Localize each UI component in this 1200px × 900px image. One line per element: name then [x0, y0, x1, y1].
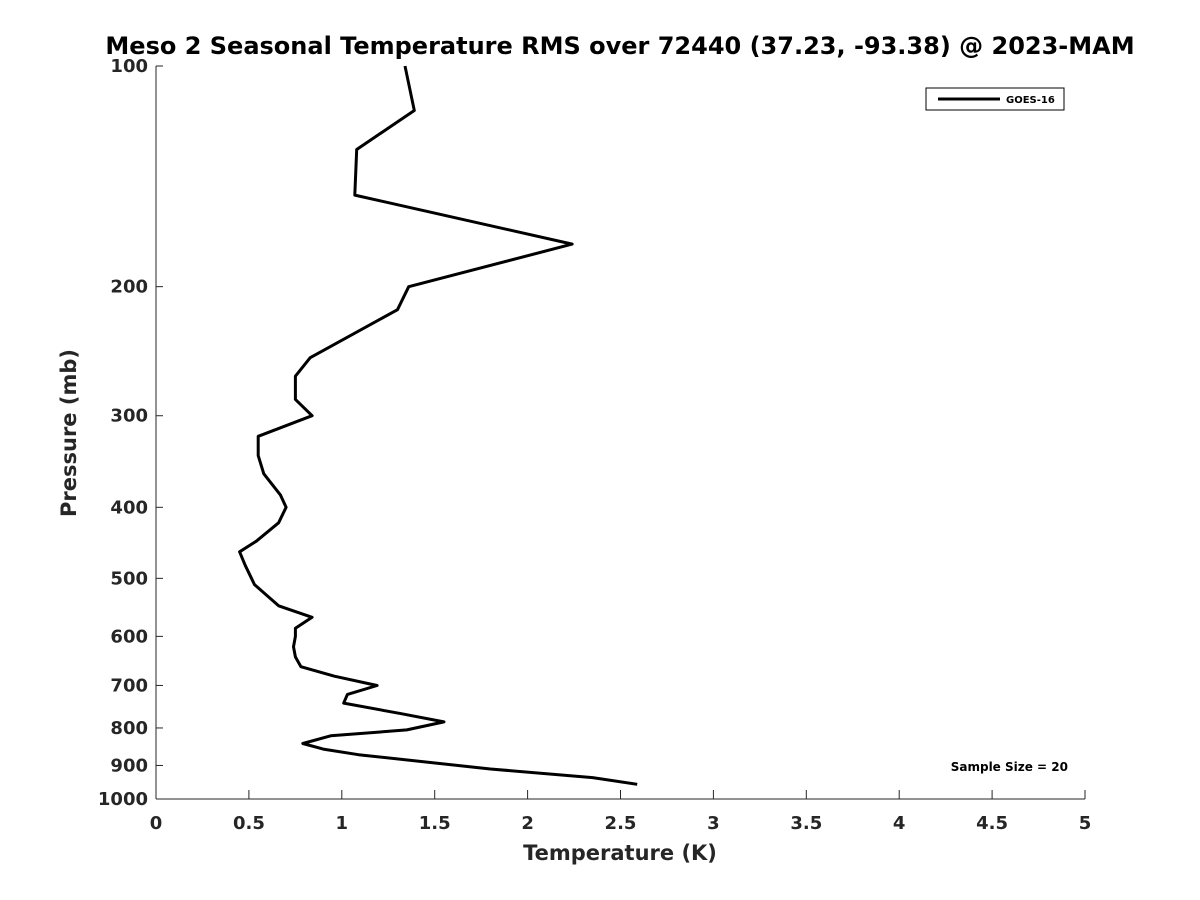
chart-title: Meso 2 Seasonal Temperature RMS over 724…	[105, 32, 1134, 60]
x-tick-label: 2.5	[605, 813, 637, 834]
x-tick-label: 1.5	[419, 813, 451, 834]
y-tick-label: 400	[110, 497, 148, 518]
x-tick-label: 3.5	[790, 813, 822, 834]
y-tick-label: 300	[110, 406, 148, 427]
x-tick-label: 4	[893, 813, 906, 834]
x-tick-label: 5	[1079, 813, 1092, 834]
y-tick-label: 500	[110, 568, 148, 589]
legend-label-goes-16: GOES-16	[1006, 95, 1055, 106]
x-tick-label: 2	[521, 813, 534, 834]
legend: GOES-16	[925, 87, 1065, 111]
y-tick-label: 800	[110, 718, 148, 739]
y-tick-label: 200	[110, 277, 148, 298]
y-tick-label: 1000	[98, 789, 148, 810]
series-line-goes-16	[238, 65, 638, 786]
x-tick-label: 0.5	[233, 813, 265, 834]
y-axis-ticks: 100 200 300 400 500 600 700 800 900 1000	[98, 56, 163, 810]
y-tick-label: 900	[110, 755, 148, 776]
plot-area	[156, 66, 1085, 799]
x-tick-label: 0	[150, 813, 163, 834]
y-tick-label: 700	[110, 675, 148, 696]
x-axis-ticks: 0 0.5 1 1.5 2 2.5 3 3.5 4 4.5 5	[150, 790, 1092, 834]
x-tick-label: 1	[336, 813, 349, 834]
x-tick-label: 4.5	[976, 813, 1008, 834]
x-tick-label: 3	[707, 813, 720, 834]
x-axis-label: Temperature (K)	[523, 841, 717, 865]
sample-size-annotation: Sample Size = 20	[951, 760, 1068, 774]
y-tick-label: 600	[110, 626, 148, 647]
y-axis-label: Pressure (mb)	[57, 349, 81, 517]
y-tick-label: 100	[110, 56, 148, 77]
